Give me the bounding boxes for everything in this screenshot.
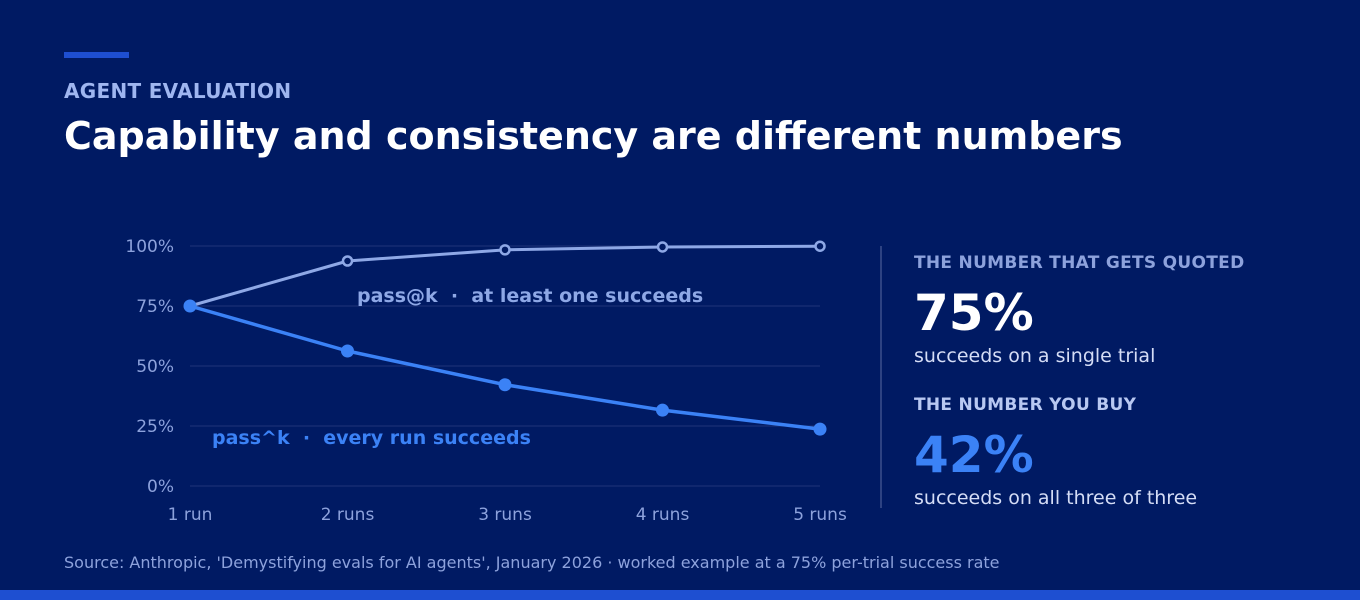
kpi-quoted-desc: succeeds on a single trial xyxy=(914,345,1156,367)
kpi-buy-label: THE NUMBER YOU BUY xyxy=(914,395,1137,415)
x-tick-label: 4 runs xyxy=(636,505,690,525)
data-point xyxy=(814,240,826,252)
source-note: Source: Anthropic, 'Demystifying evals f… xyxy=(64,553,1000,572)
series-line xyxy=(189,304,821,431)
series-label: pass^k · every run succeeds xyxy=(212,427,531,449)
eyebrow-label: AGENT EVALUATION xyxy=(64,79,292,103)
data-point xyxy=(341,255,354,267)
panel-divider xyxy=(880,246,882,508)
x-tick-label: 5 runs xyxy=(793,505,847,525)
kpi-buy-desc: succeeds on all three of three xyxy=(914,487,1198,509)
data-point xyxy=(656,241,669,253)
kpi-buy-value: 42% xyxy=(914,426,1034,484)
accent-bar xyxy=(64,52,129,58)
page-title: Capability and consistency are different… xyxy=(64,114,1123,158)
footer-bar xyxy=(0,590,1360,600)
y-tick-label: 100% xyxy=(125,237,174,257)
kpi-quoted-label: THE NUMBER THAT GETS QUOTED xyxy=(914,253,1245,273)
data-point xyxy=(498,378,512,392)
x-tick-label: 2 runs xyxy=(321,505,375,525)
kpi-quoted-value: 75% xyxy=(914,284,1034,342)
data-point xyxy=(656,403,669,417)
y-tick-label: 50% xyxy=(136,357,174,377)
data-point xyxy=(183,299,197,313)
y-tick-label: 0% xyxy=(147,477,174,497)
series-label: pass@k · at least one succeeds xyxy=(357,285,703,307)
x-tick-label: 1 run xyxy=(168,505,213,525)
data-point xyxy=(813,422,827,436)
line-chart: 0% 25% 50% 75% 100% 1 run 2 runs 3 runs 4 runs 5 … xyxy=(125,237,847,525)
y-tick-label: 25% xyxy=(136,417,174,437)
data-point xyxy=(499,244,511,256)
data-point xyxy=(341,344,354,358)
y-tick-label: 75% xyxy=(136,297,174,317)
x-tick-label: 3 runs xyxy=(478,505,532,525)
